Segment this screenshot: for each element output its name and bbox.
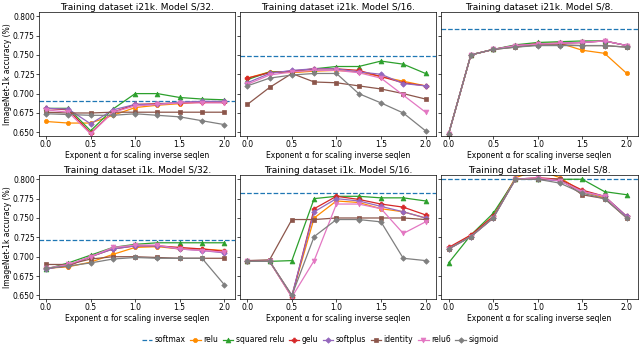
Title: Training dataset i1k. Model S/32.: Training dataset i1k. Model S/32. <box>63 166 211 175</box>
X-axis label: Exponent α for scaling inverse seqlen: Exponent α for scaling inverse seqlen <box>65 314 209 323</box>
Y-axis label: ImageNet-1k accuracy (%): ImageNet-1k accuracy (%) <box>3 23 12 125</box>
Title: Training dataset i21k. Model S/8.: Training dataset i21k. Model S/8. <box>465 2 614 11</box>
Legend: softmax, relu, squared relu, gelu, softplus, identity, relu6, sigmoid: softmax, relu, squared relu, gelu, softp… <box>141 335 499 344</box>
X-axis label: Exponent α for scaling inverse seqlen: Exponent α for scaling inverse seqlen <box>467 151 612 160</box>
Title: Training dataset i21k. Model S/32.: Training dataset i21k. Model S/32. <box>60 2 214 11</box>
Title: Training dataset i21k. Model S/16.: Training dataset i21k. Model S/16. <box>261 2 415 11</box>
X-axis label: Exponent α for scaling inverse seqlen: Exponent α for scaling inverse seqlen <box>467 314 612 323</box>
X-axis label: Exponent α for scaling inverse seqlen: Exponent α for scaling inverse seqlen <box>65 151 209 160</box>
Y-axis label: ImageNet-1k accuracy (%): ImageNet-1k accuracy (%) <box>3 187 12 288</box>
Title: Training dataset i1k. Model S/16.: Training dataset i1k. Model S/16. <box>264 166 412 175</box>
X-axis label: Exponent α for scaling inverse seqlen: Exponent α for scaling inverse seqlen <box>266 151 410 160</box>
Title: Training dataset i1k. Model S/8.: Training dataset i1k. Model S/8. <box>468 166 611 175</box>
X-axis label: Exponent α for scaling inverse seqlen: Exponent α for scaling inverse seqlen <box>266 314 410 323</box>
